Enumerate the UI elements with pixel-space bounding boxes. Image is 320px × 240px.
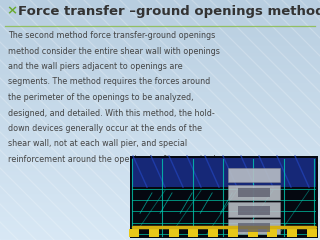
- Bar: [129, 229, 139, 237]
- Text: designed, and detailed. With this method, the hold-: designed, and detailed. With this method…: [8, 108, 215, 118]
- Text: reinforcement around the opening is often required.: reinforcement around the opening is ofte…: [8, 155, 218, 164]
- Bar: [228, 219, 280, 234]
- Bar: [130, 156, 318, 238]
- Text: Force transfer –ground openings method: Force transfer –ground openings method: [18, 5, 320, 18]
- Text: ×: ×: [6, 5, 17, 18]
- Bar: [238, 206, 270, 215]
- Bar: [149, 229, 159, 237]
- Bar: [238, 188, 270, 197]
- Text: the perimeter of the openings to be analyzed,: the perimeter of the openings to be anal…: [8, 93, 194, 102]
- Text: shear wall, not at each wall pier, and special: shear wall, not at each wall pier, and s…: [8, 139, 187, 149]
- Bar: [287, 229, 297, 237]
- Bar: [228, 202, 280, 217]
- Text: segments. The method requires the forces around: segments. The method requires the forces…: [8, 78, 210, 86]
- Bar: [132, 158, 316, 187]
- Bar: [307, 229, 317, 237]
- Text: down devices generally occur at the ends of the: down devices generally occur at the ends…: [8, 124, 202, 133]
- Text: The second method force transfer-ground openings: The second method force transfer-ground …: [8, 31, 215, 40]
- Bar: [238, 223, 270, 232]
- Bar: [228, 229, 238, 237]
- Bar: [248, 229, 258, 237]
- Bar: [169, 229, 179, 237]
- Bar: [228, 168, 280, 182]
- Bar: [228, 185, 280, 200]
- Bar: [268, 229, 277, 237]
- Bar: [188, 229, 198, 237]
- Text: method consider the entire shear wall with openings: method consider the entire shear wall wi…: [8, 47, 220, 55]
- Bar: [208, 229, 218, 237]
- Text: and the wall piers adjacent to openings are: and the wall piers adjacent to openings …: [8, 62, 183, 71]
